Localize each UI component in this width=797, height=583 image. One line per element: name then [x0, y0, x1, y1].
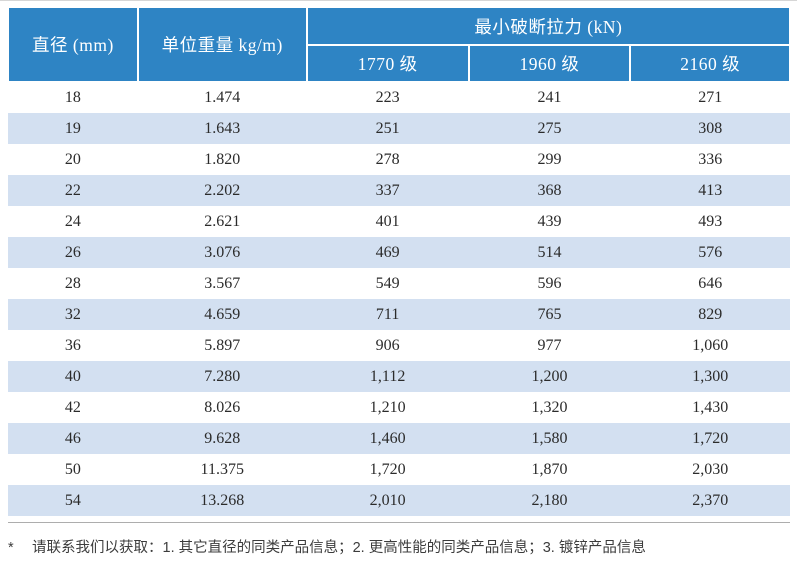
table-cell: 11.375	[200, 460, 244, 478]
table-cell: 596	[537, 274, 562, 292]
table-cell: 336	[698, 150, 723, 168]
table-cell: 4.659	[137, 299, 307, 330]
table-row: 28 3.567 549 596 646	[8, 268, 790, 299]
table-cell: 1,320	[531, 398, 568, 416]
header-grade-1770: 1770 级	[306, 45, 469, 82]
top-divider	[0, 0, 797, 1]
table-cell: 19	[8, 113, 138, 144]
table-row: 24 2.621 401 439 493	[8, 206, 790, 237]
table-body: 18 1.474 223 241 271 19 1.643 251 275 308 20 1.820 2…	[8, 82, 790, 516]
table-cell: 2.202	[137, 175, 307, 206]
footnote-divider	[8, 522, 790, 523]
table-cell: 36	[64, 336, 81, 354]
table-row: 42 8.026 1,210 1,320 1,430	[8, 392, 790, 423]
table-cell: 223	[375, 88, 400, 106]
table-cell: 5.897	[204, 336, 241, 354]
table-cell: 24	[64, 212, 81, 230]
table-cell: 765	[468, 299, 631, 330]
table-cell: 1.474	[204, 88, 241, 106]
table-cell: 50	[64, 460, 81, 478]
table-row: 36 5.897 906 977 1,060	[8, 330, 790, 361]
table-cell: 26	[8, 237, 138, 268]
table-cell: 299	[537, 150, 562, 168]
table-cell: 1,060	[692, 336, 729, 354]
wire-rope-spec-table: 直径 (mm) 单位重量 kg/m) 最小破断拉力 (kN) 1770 级 19…	[8, 7, 790, 516]
table-cell: 1,200	[468, 361, 631, 392]
table-cell: 8.026	[204, 398, 241, 416]
table-cell: 275	[468, 113, 631, 144]
table-cell: 3.567	[204, 274, 241, 292]
table-cell: 1,300	[630, 361, 790, 392]
table-cell: 368	[468, 175, 631, 206]
table-cell: 1,112	[306, 361, 469, 392]
table-cell: 549	[375, 274, 400, 292]
spec-table-container: 直径 (mm) 单位重量 kg/m) 最小破断拉力 (kN) 1770 级 19…	[8, 7, 790, 516]
table-row: 54 13.268 2,010 2,180 2,370	[8, 485, 790, 516]
table-cell: 829	[630, 299, 790, 330]
footnote-text: 请联系我们以获取：1. 其它直径的同类产品信息；2. 更高性能的同类产品信息；3…	[32, 540, 646, 556]
table-cell: 308	[630, 113, 790, 144]
footnote: * 请联系我们以获取：1. 其它直径的同类产品信息；2. 更高性能的同类产品信息…	[8, 536, 790, 557]
table-cell: 32	[8, 299, 138, 330]
table-row: 50 11.375 1,720 1,870 2,030	[8, 454, 790, 485]
table-cell: 9.628	[137, 423, 307, 454]
table-cell: 251	[306, 113, 469, 144]
table-cell: 42	[64, 398, 81, 416]
table-cell: 1,720	[369, 460, 406, 478]
table-cell: 514	[468, 237, 631, 268]
table-cell: 1.820	[204, 150, 241, 168]
table-cell: 413	[630, 175, 790, 206]
table-cell: 2,370	[630, 485, 790, 516]
table-row: 22 2.202 337 368 413	[8, 175, 790, 206]
table-cell: 1,870	[531, 460, 568, 478]
header-unit-weight: 单位重量 kg/m)	[137, 7, 307, 82]
table-cell: 278	[375, 150, 400, 168]
table-cell: 1,720	[630, 423, 790, 454]
header-breaking-force: 最小破断拉力 (kN)	[306, 7, 790, 45]
table-cell: 7.280	[137, 361, 307, 392]
table-cell: 469	[306, 237, 469, 268]
table-cell: 439	[537, 212, 562, 230]
table-cell: 2,030	[692, 460, 729, 478]
table-cell: 241	[537, 88, 562, 106]
header-diameter: 直径 (mm)	[8, 7, 138, 82]
table-cell: 1,460	[306, 423, 469, 454]
table-cell: 22	[8, 175, 138, 206]
table-cell: 54	[8, 485, 138, 516]
table-cell: 711	[306, 299, 469, 330]
table-row: 18 1.474 223 241 271	[8, 82, 790, 113]
table-cell: 40	[8, 361, 138, 392]
table-header: 直径 (mm) 单位重量 kg/m) 最小破断拉力 (kN) 1770 级 19…	[8, 7, 790, 82]
header-grade-2160: 2160 级	[630, 45, 790, 82]
table-cell: 18	[64, 88, 81, 106]
table-row: 32 4.659 711 765 829	[8, 299, 790, 330]
table-cell: 271	[698, 88, 723, 106]
table-cell: 1,580	[468, 423, 631, 454]
table-cell: 13.268	[137, 485, 307, 516]
table-cell: 1,430	[692, 398, 729, 416]
header-grade-1960: 1960 级	[468, 45, 631, 82]
table-cell: 906	[375, 336, 400, 354]
table-cell: 2,010	[306, 485, 469, 516]
table-row: 46 9.628 1,460 1,580 1,720	[8, 423, 790, 454]
table-cell: 576	[630, 237, 790, 268]
table-cell: 3.076	[137, 237, 307, 268]
table-cell: 401	[375, 212, 400, 230]
table-row: 19 1.643 251 275 308	[8, 113, 790, 144]
table-row: 26 3.076 469 514 576	[8, 237, 790, 268]
table-cell: 28	[64, 274, 81, 292]
footnote-asterisk: *	[8, 540, 14, 556]
table-cell: 46	[8, 423, 138, 454]
table-row: 20 1.820 278 299 336	[8, 144, 790, 175]
table-cell: 20	[64, 150, 81, 168]
table-cell: 1.643	[137, 113, 307, 144]
table-row: 40 7.280 1,112 1,200 1,300	[8, 361, 790, 392]
table-cell: 2,180	[468, 485, 631, 516]
table-cell: 1,210	[369, 398, 406, 416]
table-cell: 493	[698, 212, 723, 230]
table-cell: 977	[537, 336, 562, 354]
table-cell: 646	[698, 274, 723, 292]
table-cell: 337	[306, 175, 469, 206]
table-cell: 2.621	[204, 212, 241, 230]
